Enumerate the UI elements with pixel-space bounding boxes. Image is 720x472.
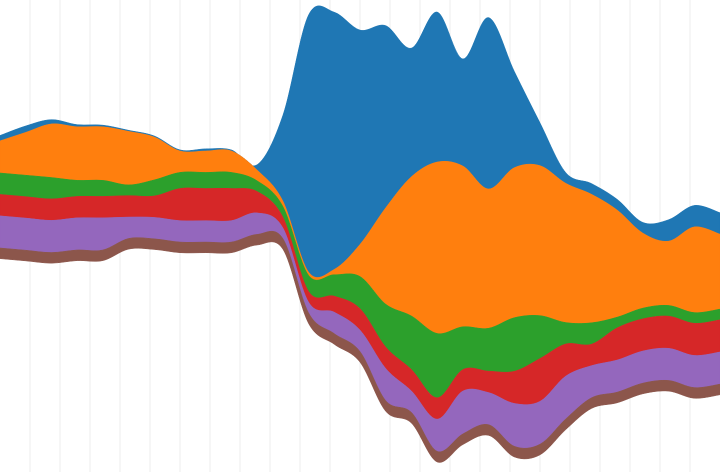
- stream-layer-6: [0, 231, 720, 463]
- stream-layers: [0, 5, 720, 463]
